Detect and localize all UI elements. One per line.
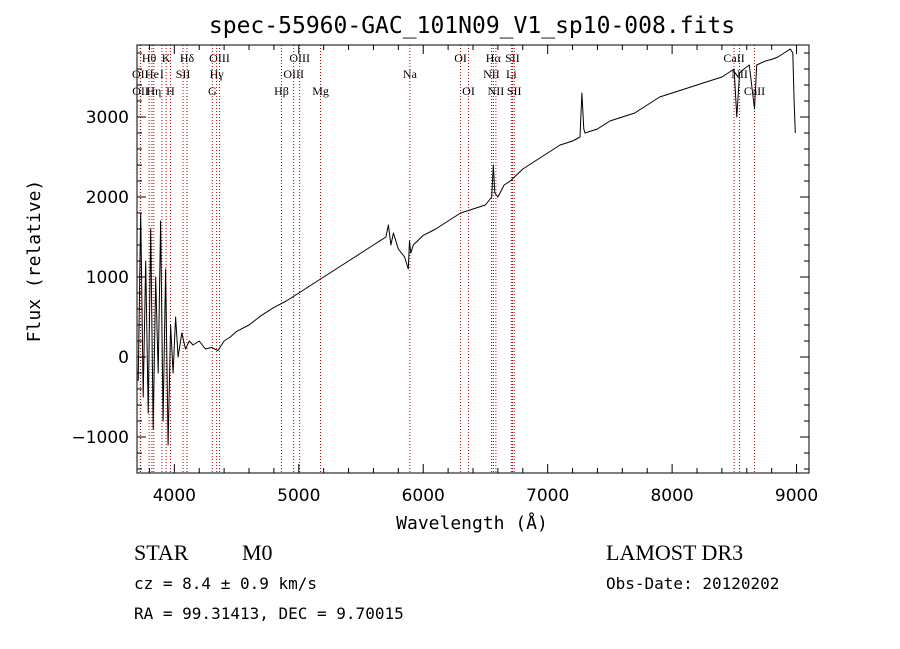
marker-label: Mg: [312, 84, 329, 98]
marker-label: Hα: [486, 51, 502, 65]
marker-label: G: [208, 84, 217, 98]
marker-label: K: [162, 51, 171, 65]
marker-label: Na: [403, 67, 418, 81]
x-tick-label: 4000: [153, 486, 196, 506]
marker-label: Hθ: [142, 51, 157, 65]
spectrum-line: [137, 48, 796, 446]
object-class: STAR: [134, 540, 189, 565]
spectrum-group: [137, 48, 796, 446]
y-tick-label: 0: [118, 348, 129, 368]
marker-label: Li: [506, 67, 517, 81]
y-tick-label: 1000: [86, 268, 129, 288]
x-tick-label: 9000: [775, 486, 818, 506]
marker-label: OIII: [283, 67, 304, 81]
x-axis-label: Wavelength (Å): [396, 512, 548, 534]
plot-frame: [136, 44, 810, 474]
marker-label: OIII: [209, 51, 230, 65]
marker-label: SII: [176, 67, 191, 81]
y-tick-label: 3000: [86, 108, 129, 128]
y-axis-label: Flux (relative): [24, 180, 45, 343]
ra-dec-coordinates: RA = 99.31413, DEC = 9.70015: [134, 604, 404, 623]
marker-label: Hγ: [210, 67, 225, 81]
marker-label: NII: [488, 84, 505, 98]
marker-label: NII: [483, 67, 500, 81]
y-tick-label: 2000: [86, 188, 129, 208]
y-tick-label: −1000: [71, 428, 129, 448]
marker-label: H: [166, 84, 175, 98]
x-tick-label: 8000: [650, 486, 693, 506]
marker-label: CaII: [744, 84, 765, 98]
marker-label: CaII: [723, 51, 744, 65]
chart-title: spec-55960-GAC_101N09_V1_sp10-008.fits: [209, 13, 735, 39]
observation-date: Obs-Date: 20120202: [606, 574, 779, 593]
axis-ticks: 4000 5000 6000 7000 8000 9000 −1000 0 1000 2000 30…: [71, 45, 818, 506]
marker-label: Hβ: [274, 84, 289, 98]
marker-label: OI: [462, 84, 475, 98]
x-tick-label: 5000: [277, 486, 320, 506]
marker-label: OII: [132, 84, 149, 98]
redshift-cz: cz = 8.4 ± 0.9 km/s: [134, 574, 317, 593]
marker-label: SII: [505, 51, 520, 65]
marker-label: Hδ: [180, 51, 195, 65]
marker-label: SII: [507, 84, 522, 98]
x-tick-label: 7000: [526, 486, 569, 506]
x-tick-label: 6000: [402, 486, 445, 506]
marker-label: He: [145, 67, 159, 81]
survey-name: LAMOST DR3: [606, 540, 743, 565]
spectral-subclass: M0: [242, 540, 273, 565]
marker-label: Hη: [146, 84, 161, 98]
marker-label: I: [160, 67, 164, 81]
marker-label: OIII: [289, 51, 310, 65]
marker-label: OI: [454, 51, 467, 65]
marker-label: OII: [132, 67, 149, 81]
